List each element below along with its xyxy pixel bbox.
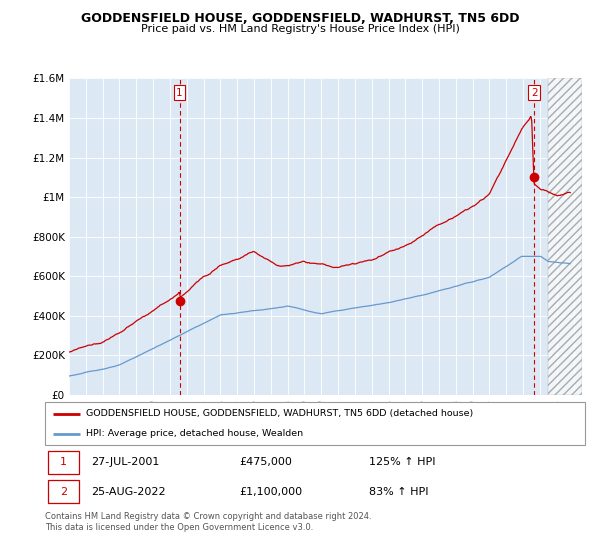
Text: 125% ↑ HPI: 125% ↑ HPI [369, 458, 436, 468]
Text: GODDENSFIELD HOUSE, GODDENSFIELD, WADHURST, TN5 6DD (detached house): GODDENSFIELD HOUSE, GODDENSFIELD, WADHUR… [86, 409, 473, 418]
Text: 25-AUG-2022: 25-AUG-2022 [91, 487, 166, 497]
Text: 2: 2 [60, 487, 67, 497]
FancyBboxPatch shape [45, 402, 585, 445]
Text: Contains HM Land Registry data © Crown copyright and database right 2024.
This d: Contains HM Land Registry data © Crown c… [45, 512, 371, 532]
Text: 2: 2 [531, 88, 538, 98]
Text: £475,000: £475,000 [239, 458, 292, 468]
Text: £1,100,000: £1,100,000 [239, 487, 302, 497]
Text: 1: 1 [176, 88, 183, 98]
Text: 27-JUL-2001: 27-JUL-2001 [91, 458, 159, 468]
Text: GODDENSFIELD HOUSE, GODDENSFIELD, WADHURST, TN5 6DD: GODDENSFIELD HOUSE, GODDENSFIELD, WADHUR… [81, 12, 519, 25]
Text: 1: 1 [60, 458, 67, 468]
Text: HPI: Average price, detached house, Wealden: HPI: Average price, detached house, Weal… [86, 429, 302, 438]
FancyBboxPatch shape [48, 451, 79, 474]
Text: 83% ↑ HPI: 83% ↑ HPI [369, 487, 428, 497]
Text: Price paid vs. HM Land Registry's House Price Index (HPI): Price paid vs. HM Land Registry's House … [140, 24, 460, 34]
FancyBboxPatch shape [48, 480, 79, 503]
